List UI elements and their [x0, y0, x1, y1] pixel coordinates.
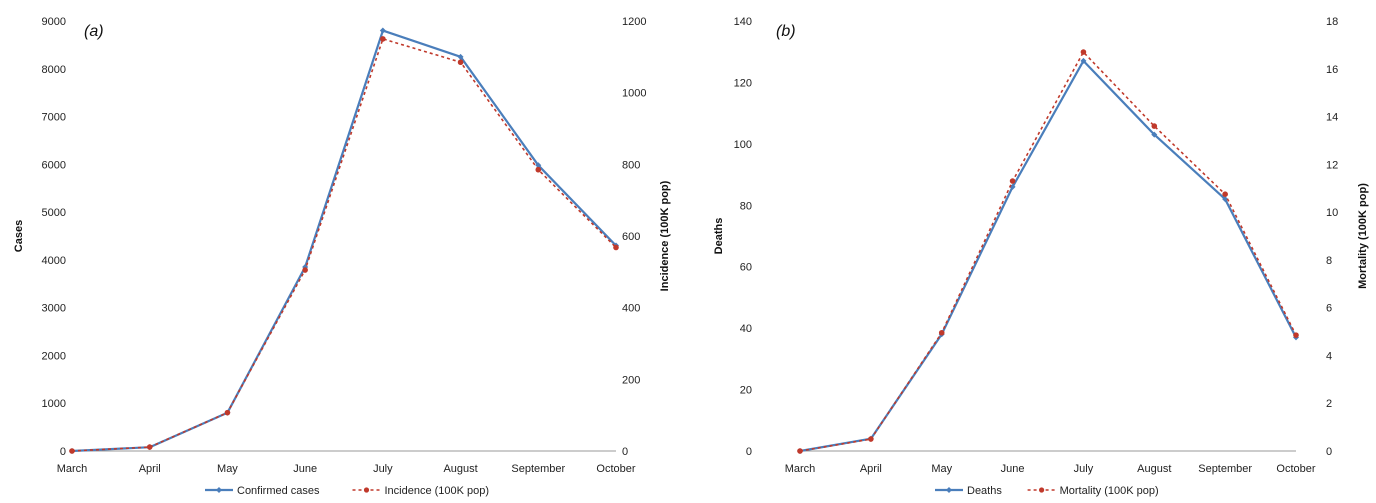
- x-tick-label: September: [1198, 463, 1252, 475]
- legend-label: Incidence (100K pop): [385, 485, 490, 497]
- data-point: [938, 329, 945, 336]
- y2-tick-label: 14: [1326, 112, 1338, 124]
- data-point: [535, 162, 542, 169]
- x-tick-label: April: [860, 463, 882, 475]
- y2-tick-label: 1000: [622, 88, 646, 100]
- y2-axis-label: Mortality (100K pop): [1357, 183, 1369, 289]
- y2-tick-label: 10: [1326, 207, 1338, 219]
- y-tick-label: 60: [740, 262, 752, 274]
- x-tick-label: May: [217, 463, 238, 475]
- legend-label: Mortality (100K pop): [1060, 485, 1159, 497]
- data-point: [380, 36, 386, 42]
- y-tick-label: 4000: [42, 255, 66, 267]
- data-point: [1151, 131, 1158, 138]
- x-tick-label: September: [511, 463, 565, 475]
- y-tick-label: 20: [740, 385, 752, 397]
- legend-marker: [216, 487, 222, 493]
- y-tick-label: 0: [746, 446, 752, 458]
- data-point: [1222, 191, 1228, 197]
- data-point: [1080, 57, 1087, 64]
- data-point: [146, 444, 153, 450]
- y2-tick-label: 800: [622, 159, 640, 171]
- panel-a: 0 1000 2000 3000 4000 5000 6000 7000 8000 9000 0 20…: [13, 16, 671, 497]
- y-tick-label: 3000: [42, 303, 66, 315]
- y-tick-label: 0: [60, 446, 66, 458]
- x-tick-label: May: [931, 463, 952, 475]
- y2-axis-label: Incidence (100K pop): [659, 180, 671, 291]
- y2-tick-label: 12: [1326, 159, 1338, 171]
- y-tick-label: 140: [734, 16, 752, 28]
- series-line-2: [71, 38, 617, 452]
- data-point: [535, 166, 542, 173]
- y2-tick-label: 18: [1326, 16, 1338, 28]
- data-point: [457, 53, 464, 60]
- data-point: [613, 244, 619, 251]
- y-tick-label: 8000: [42, 64, 66, 76]
- y-axis-label: Deaths: [713, 218, 725, 255]
- x-tick-label: April: [139, 463, 161, 475]
- y2-tick-label: 600: [622, 231, 640, 243]
- series-line-2: [799, 51, 1297, 452]
- x-tick-label: July: [1074, 463, 1094, 475]
- data-point: [224, 409, 231, 416]
- y-tick-label: 5000: [42, 207, 66, 219]
- y2-tick-label: 4: [1326, 350, 1332, 362]
- data-point: [1293, 332, 1299, 338]
- legend-marker: [363, 487, 370, 493]
- y2-tick-label: 8: [1326, 255, 1332, 267]
- x-tick-label: October: [596, 463, 635, 475]
- data-point: [868, 436, 874, 442]
- data-point: [1151, 123, 1158, 129]
- data-point: [1080, 49, 1087, 55]
- x-tick-label: March: [785, 463, 816, 475]
- data-point: [457, 59, 464, 66]
- x-tick-label: August: [443, 463, 477, 475]
- data-point: [379, 27, 386, 34]
- y-tick-label: 120: [734, 77, 752, 89]
- y-tick-label: 1000: [42, 398, 66, 410]
- series-line-1: [71, 29, 617, 453]
- x-tick-label: March: [57, 463, 88, 475]
- y2-tick-label: 400: [622, 303, 640, 315]
- y2-tick-label: 6: [1326, 303, 1332, 315]
- legend-marker: [1039, 487, 1045, 493]
- y2-tick-label: 16: [1326, 64, 1338, 76]
- y-tick-label: 80: [740, 200, 752, 212]
- series-line-1: [799, 59, 1297, 453]
- data-point: [302, 267, 308, 273]
- y2-tick-label: 200: [622, 374, 640, 386]
- x-tick-label: July: [373, 463, 393, 475]
- y2-tick-label: 0: [622, 446, 628, 458]
- panel-label: (a): [84, 23, 104, 40]
- y-tick-label: 2000: [42, 350, 66, 362]
- x-tick-label: August: [1137, 463, 1171, 475]
- y-tick-label: 40: [740, 323, 752, 335]
- legend-marker: [946, 487, 952, 493]
- legend-label: Confirmed cases: [237, 485, 320, 497]
- data-point: [69, 448, 75, 454]
- y2-tick-label: 2: [1326, 398, 1332, 410]
- y2-tick-label: 1200: [622, 16, 646, 28]
- y-axis-label: Cases: [13, 220, 25, 252]
- panel-label: (b): [776, 23, 796, 40]
- data-point: [1009, 178, 1016, 184]
- legend-label: Deaths: [967, 485, 1002, 497]
- y-tick-label: 100: [734, 139, 752, 151]
- x-tick-label: June: [293, 463, 317, 475]
- data-point: [797, 448, 803, 454]
- y2-tick-label: 0: [1326, 446, 1332, 458]
- x-tick-label: June: [1001, 463, 1025, 475]
- y-tick-label: 6000: [42, 159, 66, 171]
- data-point: [1222, 196, 1229, 203]
- y-tick-label: 9000: [42, 16, 66, 28]
- x-tick-label: October: [1276, 463, 1315, 475]
- panel-b: 0 20 40 60 80 100 120 140 0 2 4 6 8 10 12 14 16 18 March Ap…: [713, 16, 1369, 497]
- y-tick-label: 7000: [42, 112, 66, 124]
